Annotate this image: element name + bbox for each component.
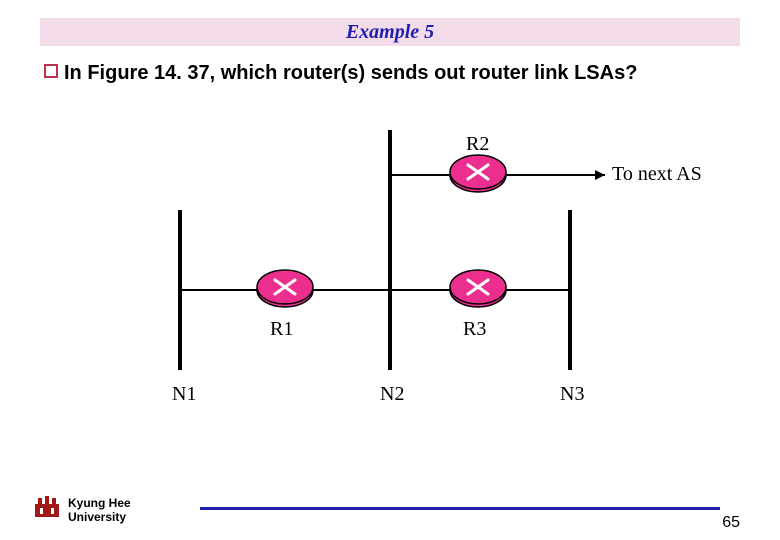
network-diagram: N1 N2 N3 To next AS R1 R2 R3 bbox=[0, 0, 780, 540]
university-line2: University bbox=[68, 510, 126, 524]
page-number: 65 bbox=[722, 514, 740, 532]
university-line1: Kyung Hee bbox=[68, 496, 131, 510]
footer-divider bbox=[200, 507, 720, 510]
svg-text:R1: R1 bbox=[270, 318, 293, 340]
svg-text:N3: N3 bbox=[560, 383, 584, 405]
svg-text:R3: R3 bbox=[463, 318, 486, 340]
university-logo-icon bbox=[32, 494, 62, 520]
svg-text:N2: N2 bbox=[380, 383, 404, 405]
svg-text:R2: R2 bbox=[466, 133, 489, 155]
university-name: Kyung Hee University bbox=[68, 496, 131, 524]
svg-text:To next AS: To next AS bbox=[612, 163, 702, 185]
svg-text:N1: N1 bbox=[172, 383, 196, 405]
